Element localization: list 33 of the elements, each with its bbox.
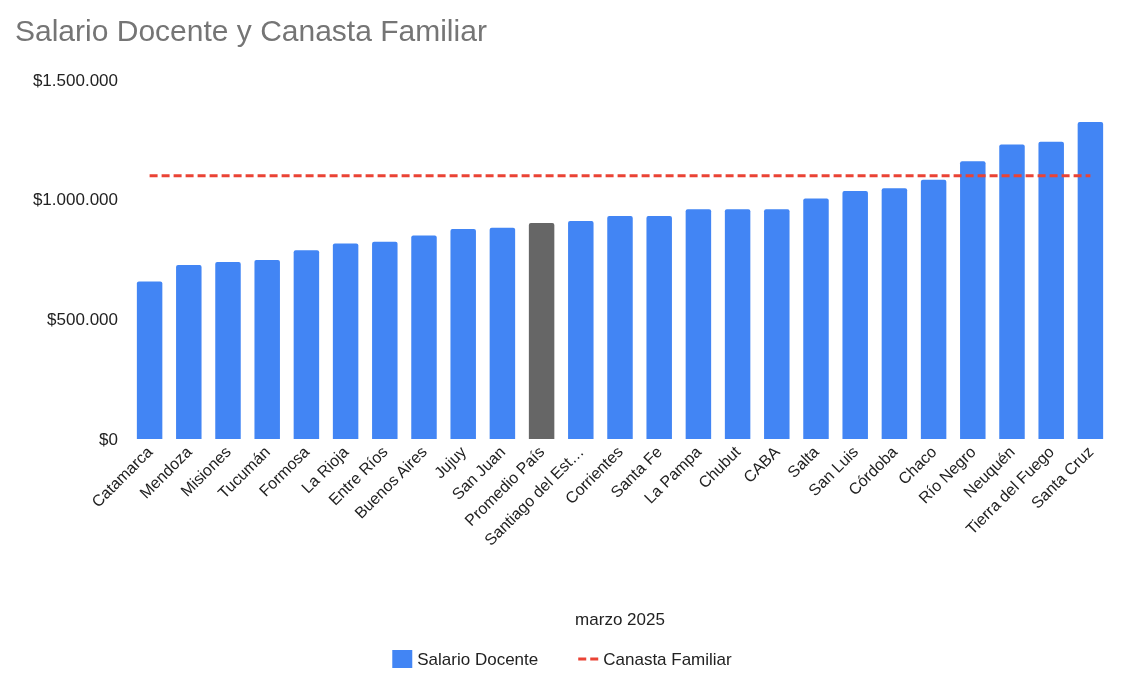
chart-title: Salario Docente y Canasta Familiar (15, 13, 487, 47)
legend-label: Salario Docente (417, 649, 539, 669)
bar (724, 209, 751, 439)
bar (332, 243, 359, 439)
bar (176, 265, 202, 439)
bar (960, 161, 986, 439)
y-tick-label: $500.000 (47, 309, 118, 329)
bar (1038, 141, 1064, 439)
y-tick-label: $1.000.000 (32, 190, 118, 210)
y-tick-label: $0 (99, 429, 118, 449)
bar (489, 227, 516, 439)
bar (881, 188, 908, 439)
bar (215, 261, 241, 439)
bar (803, 198, 829, 439)
bar (842, 191, 868, 439)
bar (372, 241, 398, 439)
legend-label: Canasta Familiar (603, 649, 733, 669)
bar (568, 220, 594, 439)
bar (920, 179, 947, 439)
bar (607, 215, 633, 439)
bar (293, 250, 320, 439)
x-axis-title: marzo 2025 (575, 610, 665, 629)
bar (136, 281, 163, 439)
bar (999, 144, 1025, 439)
bar (254, 259, 280, 439)
bar (764, 209, 790, 439)
bar (685, 209, 712, 439)
bar (411, 235, 437, 439)
bar (1077, 122, 1104, 439)
y-tick-label: $1.500.000 (32, 70, 118, 90)
bar (450, 229, 476, 439)
bar (646, 215, 672, 439)
bar (528, 222, 555, 439)
